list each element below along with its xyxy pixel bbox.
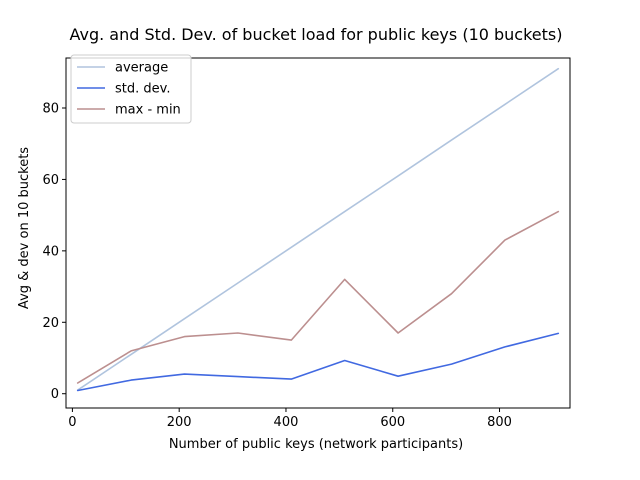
y-tick-label-0: 0 bbox=[51, 387, 59, 402]
plot-frame bbox=[65, 57, 571, 409]
x-tick-label-0: 0 bbox=[68, 415, 76, 430]
series-line-0 bbox=[76, 67, 560, 391]
y-axis-ticks: 0 20 40 60 80 bbox=[42, 102, 66, 402]
legend-entry-1: std. dev. bbox=[115, 82, 170, 97]
x-tick-label-1: 200 bbox=[167, 415, 192, 430]
x-axis-ticks: 0 200 400 600 800 bbox=[68, 408, 512, 430]
legend-box bbox=[70, 54, 192, 124]
series-line-1 bbox=[76, 332, 560, 392]
y-tick-label-1: 20 bbox=[42, 316, 59, 331]
series-line-2 bbox=[76, 210, 560, 384]
legend-entry-2: max - min bbox=[115, 103, 181, 118]
x-tick-label-4: 800 bbox=[487, 415, 512, 430]
y-axis-label: Avg & dev on 10 buckets bbox=[17, 147, 32, 309]
y-tick-label-4: 80 bbox=[42, 102, 59, 117]
legend: average std. dev. max - min bbox=[70, 54, 192, 124]
plot-lines bbox=[76, 67, 560, 392]
y-tick-label-2: 40 bbox=[42, 244, 59, 259]
x-axis-label: Number of public keys (network participa… bbox=[169, 437, 463, 452]
x-tick-label-2: 400 bbox=[274, 415, 299, 430]
chart-title: Avg. and Std. Dev. of bucket load for pu… bbox=[69, 25, 562, 44]
legend-entry-0: average bbox=[115, 61, 168, 76]
y-tick-label-3: 60 bbox=[42, 173, 59, 188]
x-tick-label-3: 600 bbox=[380, 415, 405, 430]
